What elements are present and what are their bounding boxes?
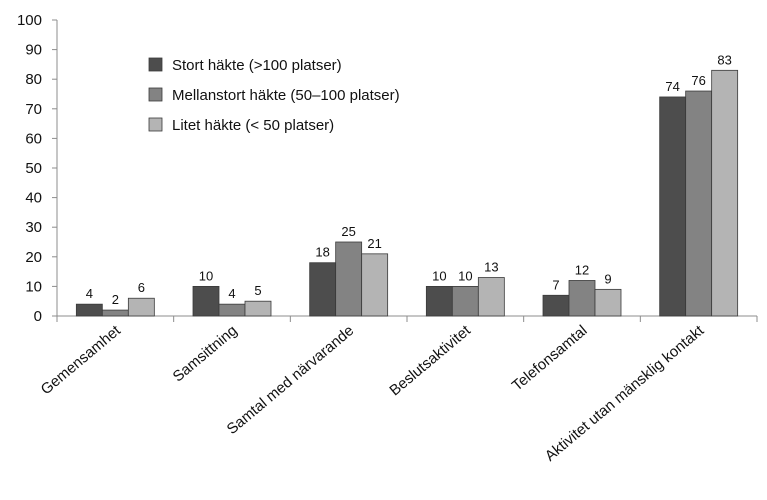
bar-aktivitet-utan-mansklig-kontakt-series-1 — [659, 96, 687, 317]
data-label: 10 — [458, 268, 472, 283]
bar-gemensamhet-series-1 — [75, 303, 103, 317]
x-category-label: Telefonsamtal — [509, 322, 591, 395]
data-label: 7 — [552, 277, 559, 292]
legend-label-series-1: Stort häkte (>100 platser) — [172, 57, 342, 74]
x-category-label: Gemensamhet — [38, 322, 125, 399]
legend-swatch-series-1 — [148, 57, 163, 72]
data-label: 2 — [112, 292, 119, 307]
bar-samtal-med-narvarande-series-2 — [335, 241, 363, 317]
y-tick-label: 10 — [25, 278, 42, 295]
x-category-label: Samsittning — [170, 322, 241, 385]
data-label: 76 — [691, 73, 705, 88]
data-label: 4 — [86, 286, 93, 301]
data-label: 4 — [228, 286, 235, 301]
data-label: 25 — [341, 224, 355, 239]
bar-telefonsamtal-series-2 — [568, 280, 596, 317]
bar-samsittning-series-3 — [244, 300, 272, 317]
data-label: 74 — [665, 79, 679, 94]
bar-samsittning-series-2 — [218, 303, 246, 317]
x-category-label: Samtal med närvarande — [224, 322, 358, 438]
axes: 0 10 20 30 40 50 60 70 80 90 100 Gemensamhet Samsitt… — [17, 12, 758, 465]
bar-gemensamhet-series-3 — [127, 297, 155, 317]
data-label: 18 — [315, 245, 329, 260]
bar-beslutsaktivitet-series-1 — [425, 285, 453, 317]
bar-beslutsaktivitet-series-3 — [477, 277, 505, 317]
y-tick-label: 20 — [25, 249, 42, 266]
data-label: 10 — [432, 268, 446, 283]
data-label: 21 — [367, 236, 381, 251]
legend-label-series-2: Mellanstort häkte (50–100 platser) — [172, 87, 400, 104]
data-label: 13 — [484, 260, 498, 275]
y-tick-label: 30 — [25, 219, 42, 236]
data-label: 10 — [199, 268, 213, 283]
y-tick-label: 40 — [25, 190, 42, 207]
y-tick-label: 50 — [25, 160, 42, 177]
legend-swatch-series-3 — [148, 117, 163, 132]
data-label: 9 — [604, 271, 611, 286]
y-tick-label: 70 — [25, 101, 42, 118]
bar-samsittning-series-1 — [192, 285, 220, 317]
legend-swatch-series-2 — [148, 87, 163, 102]
x-category-label: Beslutsaktivitet — [386, 322, 474, 400]
y-tick-label: 0 — [34, 308, 42, 325]
bar-aktivitet-utan-mansklig-kontakt-series-2 — [685, 90, 713, 317]
bar-samtal-med-narvarande-series-3 — [361, 253, 389, 317]
legend: Stort häkte (>100 platser) Mellanstort hä… — [148, 57, 400, 134]
data-label: 12 — [575, 262, 589, 277]
bar-beslutsaktivitet-series-2 — [451, 285, 479, 317]
bar-aktivitet-utan-mansklig-kontakt-series-3 — [711, 69, 739, 317]
bar-telefonsamtal-series-1 — [542, 294, 570, 317]
data-label: 5 — [254, 283, 261, 298]
bar-telefonsamtal-series-3 — [594, 288, 622, 317]
bars: 4 2 6 10 4 5 18 25 21 10 10 13 7 12 9 74 76 83 — [75, 52, 739, 317]
data-label: 6 — [138, 280, 145, 295]
y-tick-label: 100 — [17, 12, 42, 29]
y-tick-label: 60 — [25, 130, 42, 147]
data-label: 83 — [717, 52, 731, 67]
bar-gemensamhet-series-2 — [101, 309, 129, 317]
legend-label-series-3: Litet häkte (< 50 platser) — [172, 117, 334, 134]
y-tick-label: 80 — [25, 71, 42, 88]
bar-samtal-med-narvarande-series-1 — [309, 262, 337, 317]
y-tick-label: 90 — [25, 42, 42, 59]
